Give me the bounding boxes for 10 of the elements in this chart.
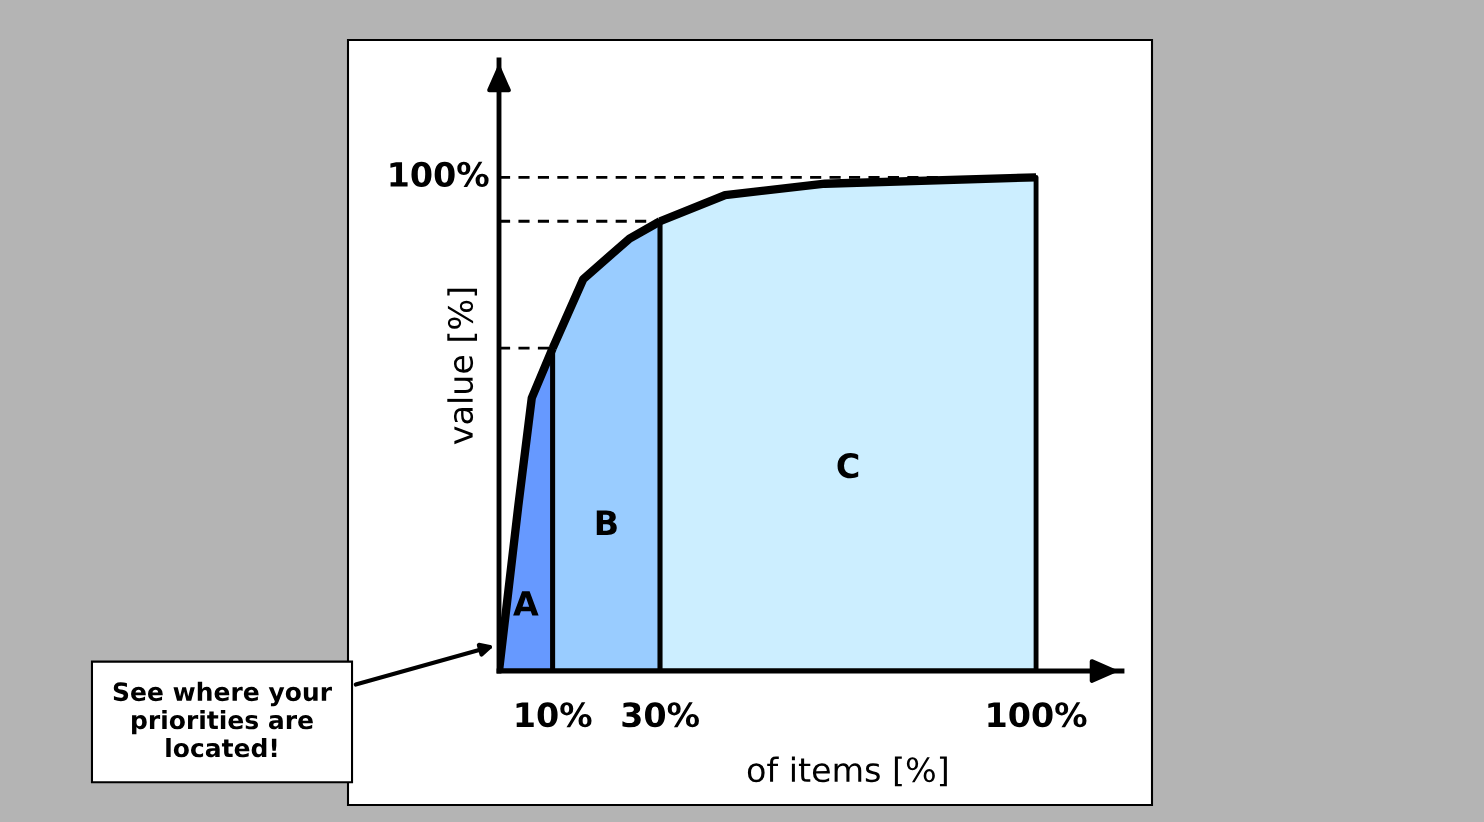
y-axis-title: value [%] (447, 288, 478, 445)
series-label: B (596, 510, 617, 535)
x-tick-label: 10% (516, 702, 592, 728)
text: See where your priorities are located! (113, 681, 332, 758)
x-tick-label: 100% (988, 702, 1087, 728)
x-axis-title: of items [%] (747, 756, 947, 787)
x-tick-label: 30% (622, 702, 699, 728)
series-label: C (837, 453, 859, 479)
ref-line-label: 100% (390, 161, 489, 187)
series-label: A (513, 591, 539, 616)
